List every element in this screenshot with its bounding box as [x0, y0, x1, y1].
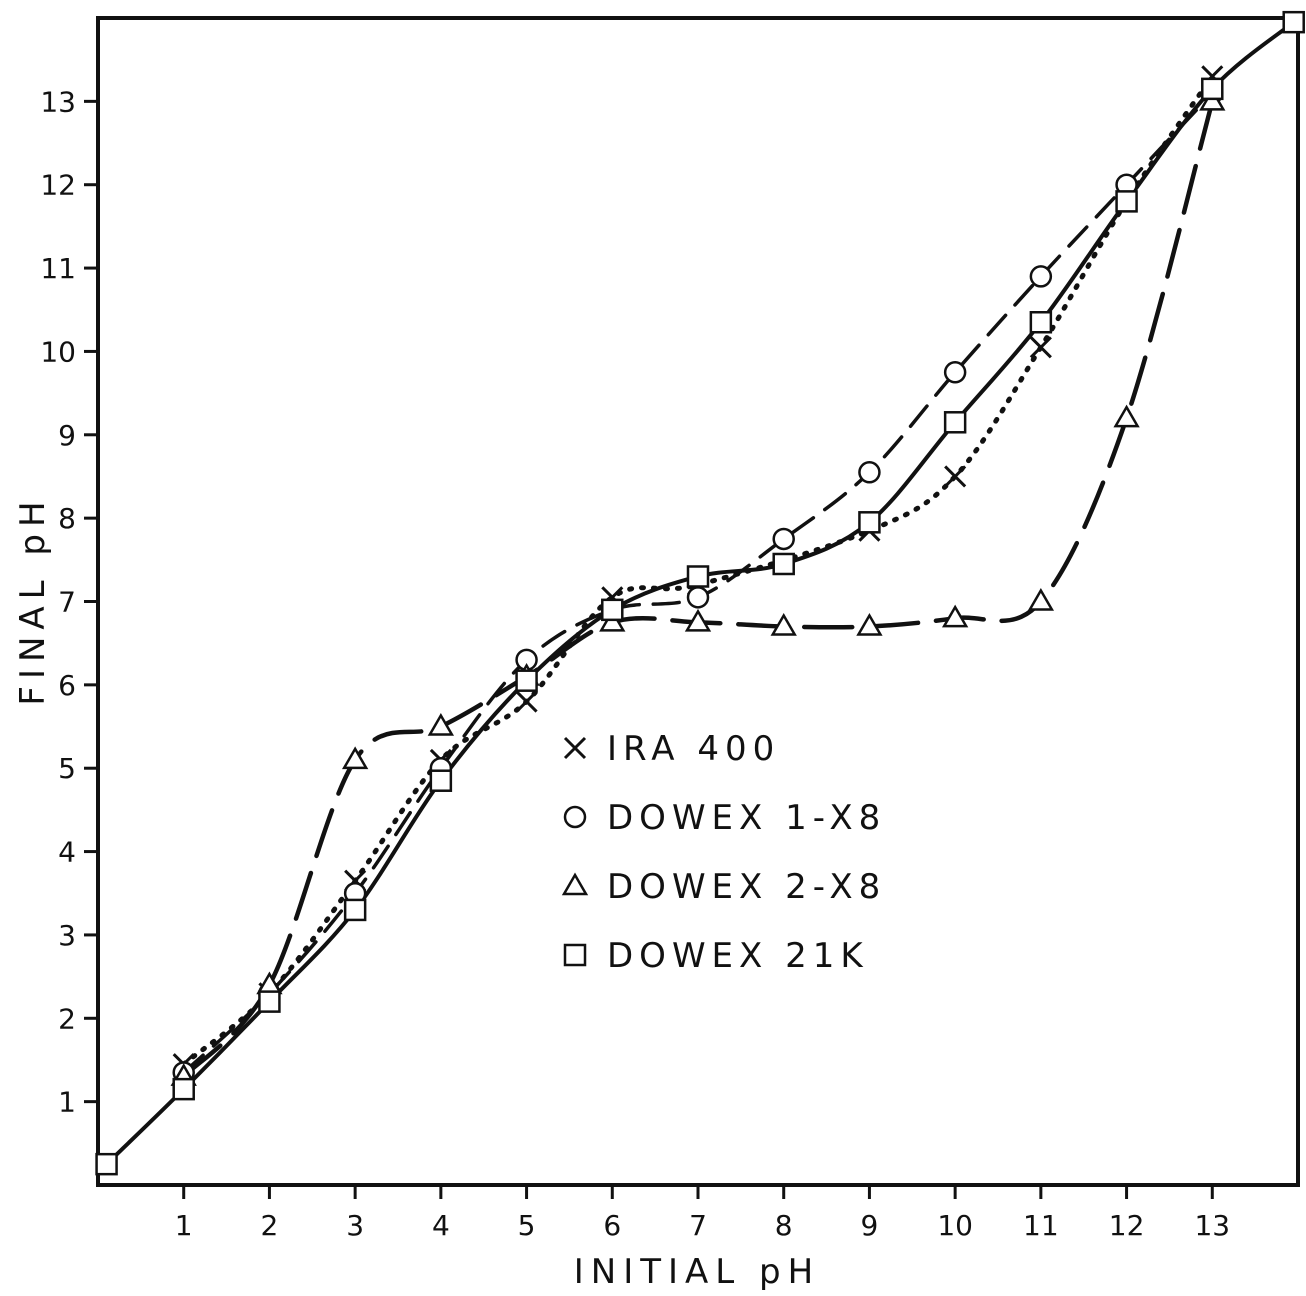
y-tick-label: 11 — [40, 252, 76, 285]
data-point-triangle — [770, 613, 797, 636]
y-tick-label: 8 — [58, 502, 76, 535]
data-point-square — [943, 411, 967, 434]
y-tick-label: 6 — [58, 669, 76, 702]
data-point-x — [1029, 336, 1052, 359]
legend-marker-triangle — [561, 872, 589, 896]
legend-label: DOWEX 2-X8 — [607, 867, 886, 907]
data-point-square — [258, 990, 281, 1013]
legend: IRA 400 DOWEX 1-X8 DOWEX 2-X8 DOWEX 21K — [561, 729, 886, 976]
x-tick-label: 11 — [1023, 1209, 1059, 1242]
data-point-square — [1282, 10, 1305, 34]
data-point-circle — [772, 527, 795, 551]
data-point-triangle — [1113, 404, 1140, 428]
data-point-triangle — [856, 613, 883, 636]
data-point-circle — [686, 586, 710, 609]
data-point-square — [429, 769, 453, 792]
data-point-square — [772, 552, 795, 576]
x-tick-label: 8 — [775, 1209, 793, 1242]
x-axis-ticks: 1 2 3 4 5 6 7 8 9 10 11 12 13 — [175, 1185, 1230, 1242]
data-point-square — [172, 1077, 195, 1101]
data-point-triangle — [1027, 588, 1055, 611]
data-point-square — [343, 898, 367, 922]
data-point-square — [1115, 190, 1138, 213]
x-tick-label: 4 — [432, 1209, 450, 1242]
data-point-triangle — [341, 746, 369, 770]
y-tick-label: 4 — [58, 836, 76, 869]
data-point-x — [944, 465, 967, 488]
y-tick-label: 9 — [58, 419, 76, 452]
data-point-circle — [943, 361, 967, 384]
data-point-circle — [858, 461, 881, 484]
legend-marker-x — [563, 736, 587, 760]
data-point-circle — [1029, 265, 1053, 288]
data-point-triangle — [427, 713, 455, 736]
x-tick-label: 1 — [175, 1209, 193, 1242]
legend-label: DOWEX 21K — [607, 936, 869, 976]
series-line-2 — [181, 99, 1215, 1079]
data-point-square — [686, 565, 710, 588]
data-point-square — [601, 598, 624, 622]
x-tick-label: 7 — [689, 1209, 707, 1242]
y-tick-label: 7 — [58, 586, 76, 619]
data-point-triangle — [941, 604, 969, 628]
data-point-triangle — [684, 608, 712, 632]
x-tick-label: 3 — [346, 1209, 364, 1242]
x-tick-label: 2 — [261, 1209, 279, 1242]
y-tick-label: 5 — [58, 752, 76, 785]
y-tick-label: 3 — [58, 919, 76, 952]
x-tick-label: 6 — [603, 1209, 621, 1242]
x-tick-label: 13 — [1194, 1209, 1230, 1242]
data-point-square — [515, 669, 538, 692]
y-axis-title: FINAL pH — [13, 494, 53, 705]
legend-marker-square — [563, 943, 587, 967]
legend-marker-circle — [563, 805, 587, 829]
data-point-square — [1201, 77, 1224, 101]
data-point-square — [1029, 311, 1053, 334]
y-tick-label: 13 — [40, 85, 76, 118]
x-tick-label: 10 — [937, 1209, 973, 1242]
y-tick-label: 2 — [58, 1002, 76, 1035]
data-point-square — [95, 1152, 118, 1176]
x-tick-label: 12 — [1109, 1209, 1145, 1242]
y-tick-label: 1 — [58, 1086, 76, 1119]
x-tick-label: 5 — [518, 1209, 536, 1242]
y-tick-label: 12 — [40, 169, 76, 202]
data-point-square — [858, 511, 881, 534]
data-point-x — [515, 690, 538, 713]
legend-label: DOWEX 1-X8 — [607, 798, 886, 838]
legend-label: IRA 400 — [607, 729, 780, 769]
x-tick-label: 9 — [861, 1209, 879, 1242]
series-markers — [95, 10, 1305, 1176]
y-tick-label: 10 — [40, 335, 76, 368]
x-axis-title: INITIAL pH — [574, 1252, 820, 1292]
